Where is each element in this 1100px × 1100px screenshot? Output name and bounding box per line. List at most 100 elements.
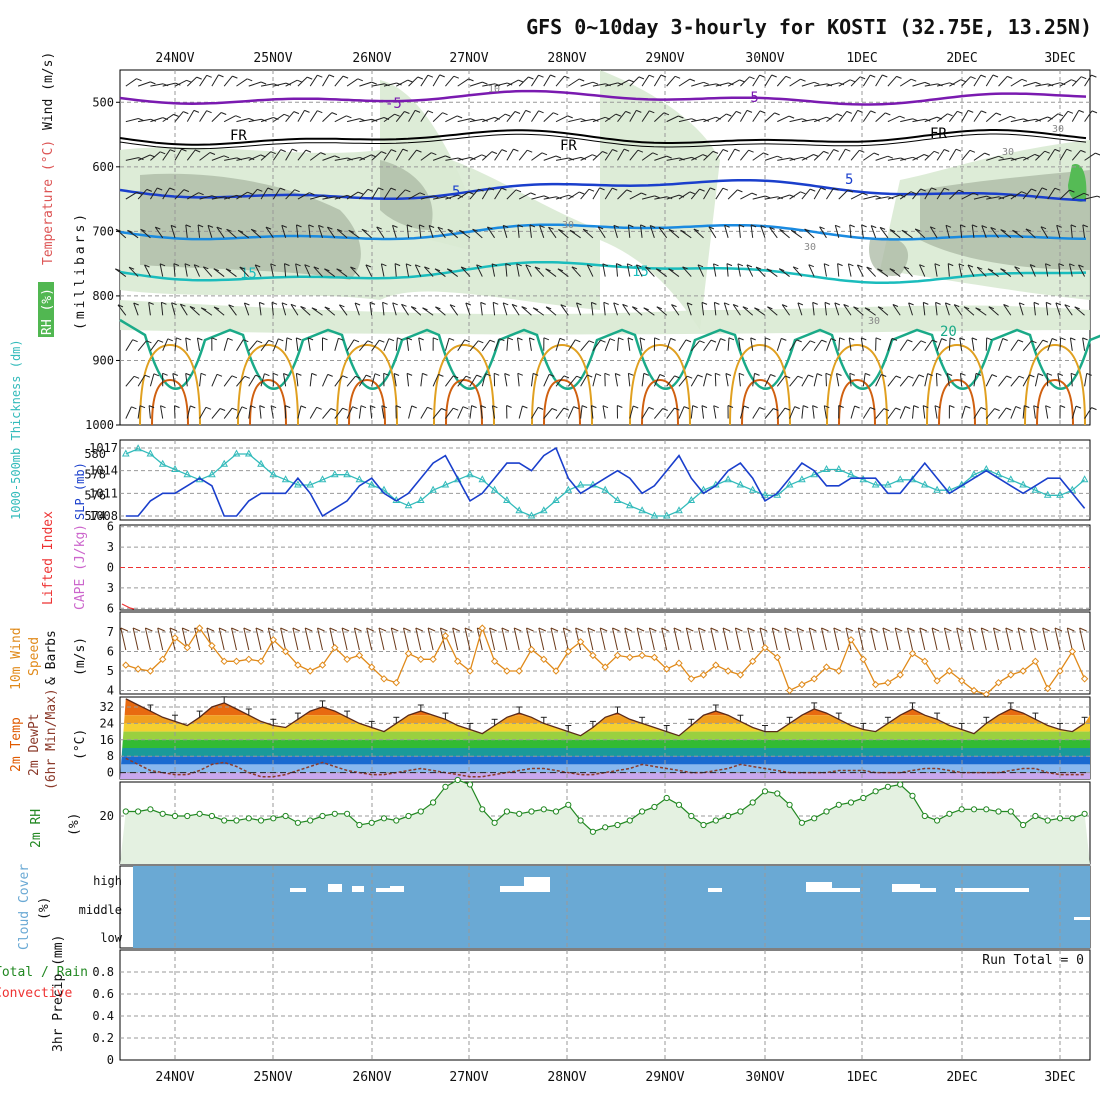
wind-barb-flag bbox=[814, 81, 820, 85]
wind-barb bbox=[825, 338, 832, 351]
wind-barb-flag bbox=[525, 264, 531, 268]
wind10-barb-flag bbox=[514, 627, 522, 632]
wind-barb bbox=[848, 337, 852, 351]
thickness-point bbox=[970, 470, 978, 478]
wind-barb-flag bbox=[360, 405, 367, 409]
wind-barb bbox=[418, 337, 422, 351]
wind-barb-flag bbox=[784, 407, 791, 411]
wind-barb bbox=[837, 263, 840, 277]
wind-barb bbox=[924, 373, 929, 387]
wind-barb bbox=[322, 196, 336, 200]
wind-barb bbox=[435, 306, 446, 316]
wind10-barb-flag bbox=[944, 627, 952, 632]
wind-barb bbox=[766, 268, 778, 277]
wind-barb-flag bbox=[848, 263, 854, 267]
wind-barb bbox=[714, 373, 717, 387]
wind-barb-flag bbox=[284, 263, 290, 267]
wind-barb-flag bbox=[865, 372, 871, 376]
wind-barb bbox=[506, 79, 519, 87]
wind-barb bbox=[531, 407, 539, 419]
wind-barb-flag bbox=[615, 373, 621, 376]
wind-barb-flag bbox=[280, 149, 286, 153]
wind-barb bbox=[125, 375, 135, 387]
wind-barb bbox=[555, 338, 561, 351]
wind10-barb bbox=[710, 627, 717, 651]
wind-barb bbox=[604, 113, 617, 123]
wind-barb-flag bbox=[239, 266, 245, 270]
wind10-point bbox=[171, 634, 179, 642]
wind-barb-flag bbox=[173, 263, 180, 267]
wind-barb-flag bbox=[138, 118, 144, 121]
wind-barb-flag bbox=[892, 304, 899, 307]
wind-barb-flag bbox=[459, 229, 465, 233]
wind-barb bbox=[137, 340, 147, 352]
wind-barb-flag bbox=[255, 264, 261, 268]
wind-barb bbox=[511, 304, 520, 316]
wind-barb-flag bbox=[998, 155, 1004, 159]
wind-barb-flag bbox=[633, 405, 639, 409]
wind-barb bbox=[654, 112, 665, 123]
li-tick: 6 bbox=[107, 601, 114, 615]
wind-barb bbox=[934, 263, 938, 277]
wind-barb bbox=[502, 302, 508, 316]
wind-barb bbox=[285, 148, 293, 161]
wind10-point bbox=[478, 624, 487, 632]
wind-barb-flag bbox=[955, 148, 962, 152]
wind-barb bbox=[469, 154, 482, 161]
wind-barb-flag bbox=[810, 340, 816, 344]
wind-barb bbox=[649, 225, 655, 238]
wind-barb-flag bbox=[720, 338, 726, 342]
wind-barb bbox=[138, 118, 151, 123]
wind-barb bbox=[887, 115, 900, 123]
wind10-barb bbox=[439, 627, 446, 651]
wind-barb-flag bbox=[521, 306, 527, 310]
wind-barb bbox=[383, 187, 392, 200]
wind-barb-flag bbox=[1064, 304, 1070, 308]
wind-barb-flag bbox=[115, 228, 122, 232]
wind-barb-flag bbox=[1055, 302, 1062, 306]
wind10-barb-flag bbox=[612, 627, 620, 632]
wind-barb bbox=[457, 157, 471, 161]
wind-barb-flag bbox=[211, 195, 218, 199]
wind-barb-flag bbox=[453, 75, 459, 79]
wind10-barb bbox=[636, 627, 643, 651]
li-line bbox=[121, 603, 135, 610]
wind-barb-flag bbox=[405, 189, 411, 193]
wind-barb bbox=[617, 148, 625, 161]
wind-barb bbox=[137, 405, 141, 419]
wind-barb-flag bbox=[773, 408, 779, 411]
wind10-point bbox=[355, 651, 364, 660]
wind-barb bbox=[543, 408, 553, 419]
wind-barb-flag bbox=[697, 264, 704, 268]
wind-barb-flag bbox=[529, 224, 536, 228]
wind-barb bbox=[211, 374, 218, 387]
wind10m-label-3: & Barbs bbox=[44, 630, 59, 685]
wind-barb bbox=[187, 192, 199, 200]
wind-barb bbox=[953, 304, 963, 316]
wind-barb bbox=[211, 196, 225, 200]
thickness-point bbox=[1006, 475, 1015, 483]
wind-barb-flag bbox=[1000, 268, 1006, 272]
temp-band bbox=[120, 764, 1090, 773]
wind-barb bbox=[686, 302, 692, 316]
millibars-label: (millibars) bbox=[73, 211, 88, 330]
wind-barb-flag bbox=[173, 113, 179, 117]
wind-barb-flag bbox=[991, 374, 998, 378]
wind-barb-flag bbox=[965, 405, 971, 409]
wind10-barb bbox=[1005, 627, 1012, 651]
wind-barb-flag bbox=[600, 339, 606, 343]
wind-barb-flag bbox=[895, 407, 901, 411]
rh-tick: 20 bbox=[100, 809, 114, 823]
wind-barb bbox=[576, 302, 582, 316]
wind-barb-flag bbox=[819, 226, 825, 230]
rh2m-point bbox=[257, 817, 265, 824]
wind-barb bbox=[469, 374, 478, 387]
wind-barb-flag bbox=[879, 226, 886, 230]
wind10-barb bbox=[722, 627, 729, 651]
wind-barb bbox=[395, 111, 405, 122]
wind-barb-flag bbox=[1033, 301, 1040, 305]
wind10-barb-flag bbox=[895, 627, 903, 632]
wind-barb bbox=[792, 266, 803, 277]
wind-barb bbox=[449, 304, 459, 316]
